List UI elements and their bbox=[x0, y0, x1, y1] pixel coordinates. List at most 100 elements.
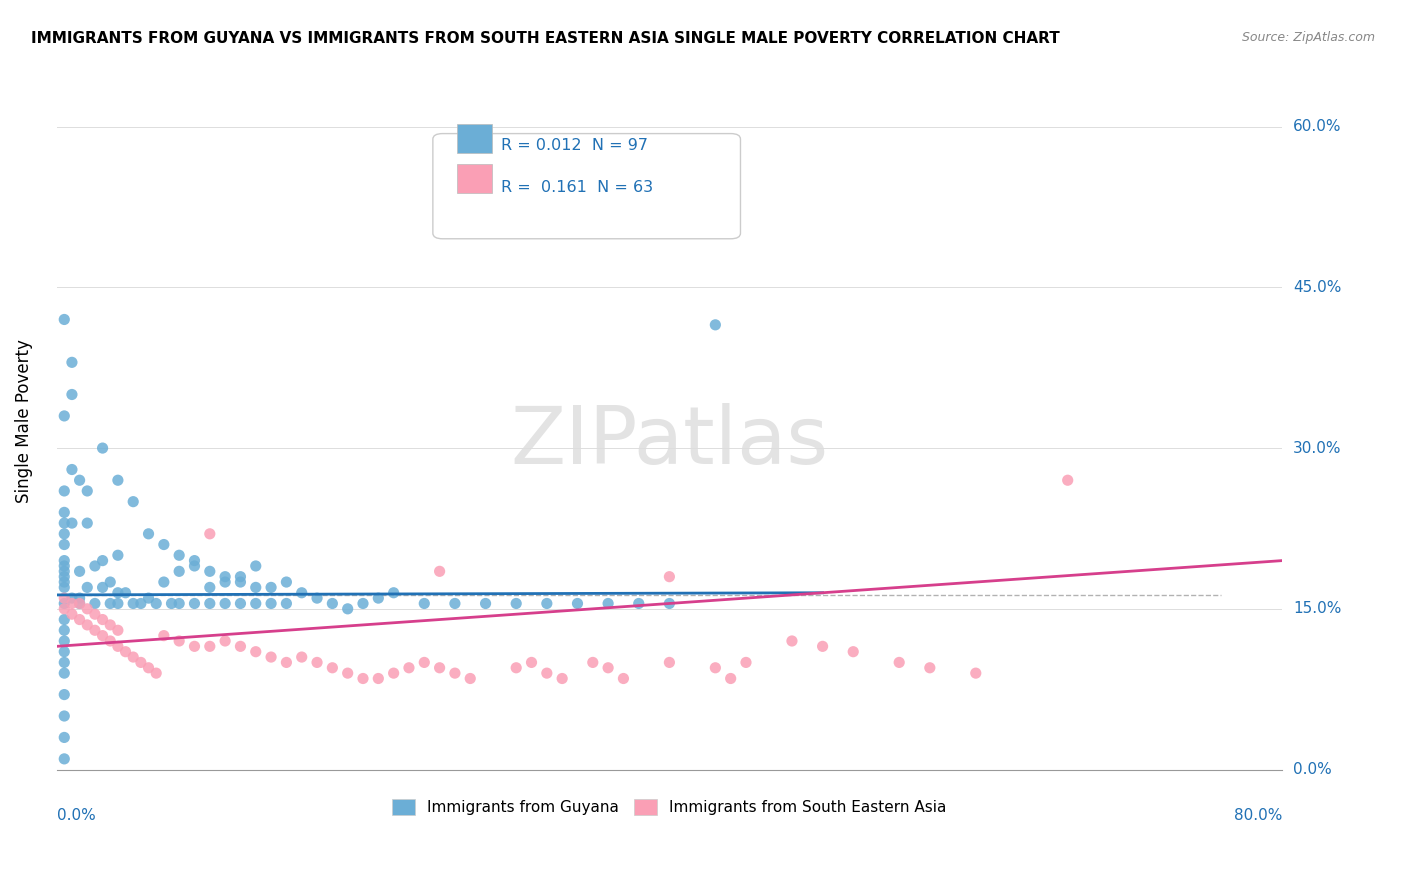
Point bbox=[276, 597, 298, 611]
Point bbox=[160, 597, 183, 611]
Point bbox=[536, 597, 558, 611]
Point bbox=[780, 634, 803, 648]
Point bbox=[114, 645, 136, 659]
Point bbox=[382, 586, 405, 600]
Point bbox=[84, 624, 107, 638]
Point bbox=[276, 656, 298, 670]
Point bbox=[321, 661, 343, 675]
Point bbox=[60, 355, 83, 369]
Point bbox=[1056, 473, 1078, 487]
Point bbox=[122, 597, 145, 611]
Point bbox=[91, 629, 114, 643]
Point bbox=[444, 597, 467, 611]
Point bbox=[367, 672, 389, 686]
Text: 0.0%: 0.0% bbox=[1294, 762, 1331, 777]
Point bbox=[91, 613, 114, 627]
Point bbox=[53, 409, 76, 423]
Point bbox=[612, 672, 634, 686]
Point bbox=[720, 672, 742, 686]
Point bbox=[735, 656, 758, 670]
Point bbox=[69, 597, 91, 611]
Point bbox=[291, 586, 314, 600]
Point bbox=[658, 597, 681, 611]
Point bbox=[53, 505, 76, 519]
Point bbox=[889, 656, 911, 670]
Point bbox=[91, 581, 114, 595]
Point bbox=[129, 656, 152, 670]
Point bbox=[98, 575, 121, 590]
Point bbox=[53, 483, 76, 498]
Point bbox=[69, 613, 91, 627]
Point bbox=[413, 656, 436, 670]
Point bbox=[145, 597, 167, 611]
Point bbox=[53, 526, 76, 541]
Point bbox=[167, 634, 190, 648]
Text: 0.0%: 0.0% bbox=[56, 808, 96, 823]
Point bbox=[91, 441, 114, 455]
Point bbox=[69, 591, 91, 606]
Text: 80.0%: 80.0% bbox=[1234, 808, 1282, 823]
Point bbox=[413, 597, 436, 611]
Text: R = 0.012  N = 97: R = 0.012 N = 97 bbox=[502, 137, 648, 153]
Point bbox=[458, 672, 481, 686]
Point bbox=[122, 494, 145, 508]
Point bbox=[138, 661, 160, 675]
Point bbox=[84, 607, 107, 622]
Point bbox=[76, 618, 98, 632]
Point bbox=[129, 597, 152, 611]
Point bbox=[60, 607, 83, 622]
Point bbox=[183, 553, 205, 567]
Point bbox=[107, 586, 129, 600]
Text: 45.0%: 45.0% bbox=[1294, 280, 1341, 295]
FancyBboxPatch shape bbox=[433, 134, 741, 239]
Point bbox=[229, 640, 252, 654]
Point bbox=[53, 591, 76, 606]
Point bbox=[305, 656, 328, 670]
Point bbox=[69, 473, 91, 487]
Point bbox=[276, 575, 298, 590]
Y-axis label: Single Male Poverty: Single Male Poverty bbox=[15, 339, 32, 503]
Point bbox=[627, 597, 650, 611]
Point bbox=[107, 548, 129, 562]
Text: R =  0.161  N = 63: R = 0.161 N = 63 bbox=[502, 179, 654, 194]
Point bbox=[53, 516, 76, 530]
Point bbox=[229, 570, 252, 584]
Point bbox=[551, 672, 574, 686]
Point bbox=[53, 634, 76, 648]
Point bbox=[53, 602, 76, 616]
Point bbox=[245, 645, 267, 659]
Point bbox=[84, 558, 107, 573]
FancyBboxPatch shape bbox=[457, 164, 492, 194]
Point bbox=[658, 656, 681, 670]
Legend: Immigrants from Guyana, Immigrants from South Eastern Asia: Immigrants from Guyana, Immigrants from … bbox=[385, 793, 953, 822]
Point bbox=[321, 597, 343, 611]
Point bbox=[367, 591, 389, 606]
Point bbox=[214, 597, 236, 611]
Point bbox=[474, 597, 496, 611]
Point bbox=[444, 666, 467, 681]
Point bbox=[53, 553, 76, 567]
Point bbox=[98, 618, 121, 632]
Point bbox=[53, 597, 76, 611]
Point bbox=[198, 564, 221, 578]
Point bbox=[53, 570, 76, 584]
Point bbox=[198, 597, 221, 611]
Text: ZIPatlas: ZIPatlas bbox=[510, 403, 828, 481]
Point bbox=[60, 597, 83, 611]
Point bbox=[53, 709, 76, 723]
Point bbox=[398, 661, 420, 675]
Point bbox=[536, 666, 558, 681]
Point bbox=[598, 661, 620, 675]
Point bbox=[145, 666, 167, 681]
Point bbox=[76, 483, 98, 498]
Point bbox=[245, 597, 267, 611]
Point bbox=[260, 597, 283, 611]
Point bbox=[91, 553, 114, 567]
Point bbox=[352, 672, 374, 686]
Point bbox=[107, 597, 129, 611]
Point bbox=[53, 581, 76, 595]
Point bbox=[53, 613, 76, 627]
Point bbox=[167, 564, 190, 578]
Point bbox=[53, 564, 76, 578]
Point bbox=[138, 591, 160, 606]
